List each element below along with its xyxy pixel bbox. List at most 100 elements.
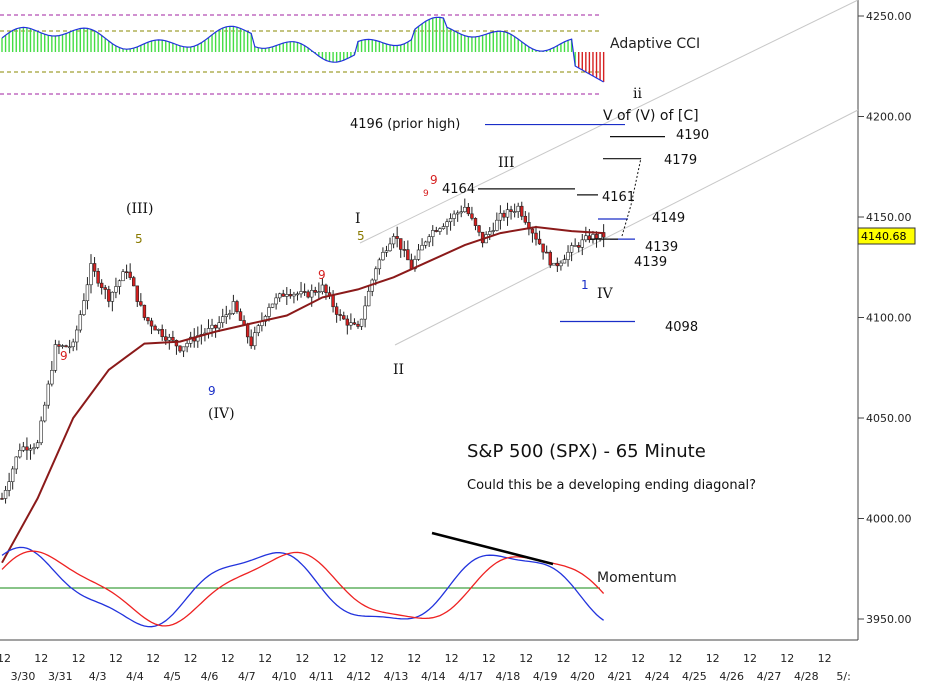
candle-bull [349, 322, 353, 326]
candle-bear [107, 289, 111, 302]
candle-bear [178, 345, 182, 352]
candle-bull [75, 329, 79, 343]
candle-bull [516, 205, 520, 212]
last-price-value: 4140.68 [861, 230, 907, 243]
candle-bull [495, 219, 499, 231]
candle-bull [459, 211, 463, 214]
candle-bull [448, 218, 453, 223]
x-tick-date: 4/6 [201, 670, 219, 683]
candle-bear [520, 205, 524, 217]
candle-bull [488, 231, 492, 235]
y-tick-label: 4100.00 [866, 312, 912, 325]
level-label: 4190 [676, 128, 709, 143]
candle-bear [128, 271, 132, 278]
candle-bear [164, 336, 168, 341]
candle-bull [299, 291, 303, 295]
chart-subtitle: Could this be a developing ending diagon… [467, 478, 756, 493]
candle-bull [185, 343, 189, 348]
wave-label-IV-paren: (IV) [208, 406, 235, 422]
candle-bull [181, 346, 186, 352]
candle-bull [46, 383, 50, 406]
candle-bear [406, 249, 410, 261]
candle-bear [135, 285, 139, 302]
candle-bear [149, 320, 154, 327]
candle-bull [110, 291, 115, 302]
candle-bull [35, 442, 40, 448]
candle-bull [381, 251, 385, 261]
candle-bull [427, 236, 431, 243]
x-tick-date: 4/18 [496, 670, 521, 683]
wave-label-III: III [498, 155, 515, 171]
x-tick-hour: 12 [184, 652, 198, 665]
candle-bull [224, 314, 228, 317]
candle-bull [363, 305, 367, 320]
y-tick-label: 4250.00 [866, 10, 912, 23]
count-9-d: 9 [430, 173, 438, 187]
candle-bear [235, 301, 239, 312]
x-tick-hour: 12 [631, 652, 645, 665]
candle-bull [267, 307, 271, 317]
candle-bull [67, 346, 72, 349]
count-1: 1 [581, 278, 589, 292]
candle-bear [146, 317, 150, 322]
candle-bull [228, 313, 232, 316]
x-tick-date: 3/30 [11, 670, 36, 683]
x-tick-date: 4/3 [89, 670, 107, 683]
candle-bear [345, 318, 350, 326]
candle-bull [423, 241, 428, 246]
candle-bull [156, 329, 161, 331]
candle-bear [96, 270, 100, 284]
candle-bull [310, 290, 314, 298]
candle-bear [142, 304, 147, 318]
candle-bear [523, 215, 528, 223]
candle-bear [57, 344, 61, 347]
candle-bull [217, 322, 221, 329]
x-tick-date: 4/5 [163, 670, 181, 683]
wave-label-II: II [393, 362, 404, 378]
candle-bear [509, 209, 513, 212]
chart-title: S&P 500 (SPX) - 65 Minute [467, 441, 706, 462]
x-tick-hour: 12 [72, 652, 86, 665]
candle-bull [559, 262, 563, 267]
candle-bear [306, 291, 310, 298]
candle-bull [491, 230, 495, 232]
x-tick-date: 4/28 [794, 670, 819, 683]
level-label: 4139 [645, 240, 678, 255]
candle-bull [89, 263, 93, 286]
candle-bull [28, 448, 33, 451]
candle-bull [53, 344, 58, 371]
level-label: 4179 [664, 153, 697, 168]
x-tick-hour: 12 [34, 652, 48, 665]
candle-bull [277, 293, 282, 299]
candle-bull [188, 336, 193, 344]
x-tick-date: 4/12 [346, 670, 371, 683]
candle-bull [455, 212, 460, 215]
candle-bear [537, 238, 542, 245]
y-tick-label: 4200.00 [866, 111, 912, 124]
level-label: 4149 [652, 211, 685, 226]
x-tick-hour: 12 [668, 652, 682, 665]
candle-bull [292, 293, 296, 297]
candle-bear [171, 336, 175, 341]
x-tick-hour: 12 [221, 652, 235, 665]
candle-bull [580, 239, 584, 248]
candle-bull [78, 314, 83, 331]
momentum-line-a [1, 546, 604, 628]
candle-bear [334, 306, 339, 315]
price-levels: 4196 (prior high) 4190 4179 4164 4161 4149 413… [350, 117, 709, 335]
candle-bear [480, 231, 485, 244]
candle-bear [64, 345, 68, 348]
y-tick-label: 4000.00 [866, 513, 912, 526]
candle-bear [288, 294, 293, 297]
x-tick-date: 4/17 [458, 670, 483, 683]
x-tick-date: 4/11 [309, 670, 334, 683]
candle-bear [548, 251, 552, 266]
candle-bull [121, 271, 125, 282]
candle-bear [331, 295, 335, 308]
level-label: 4098 [665, 320, 698, 335]
candle-bear [0, 498, 4, 500]
candle-bull [562, 259, 567, 264]
y-tick-label: 3950.00 [866, 613, 912, 626]
x-tick-date: 3/31 [48, 670, 73, 683]
